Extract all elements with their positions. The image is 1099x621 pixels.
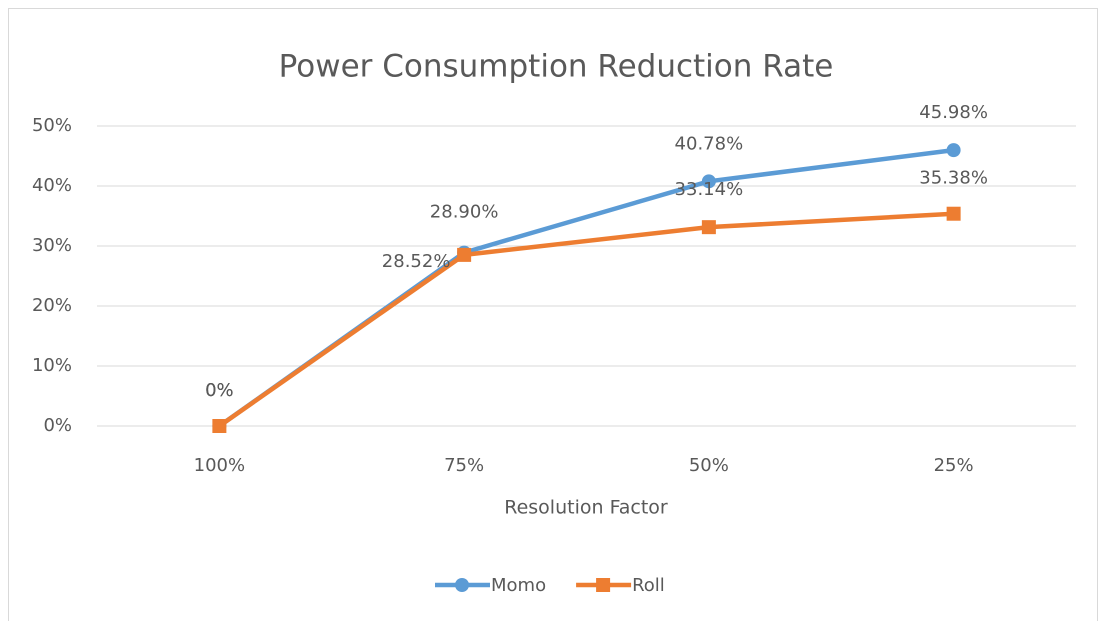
legend-marker bbox=[596, 578, 611, 592]
y-tick-label: 10% bbox=[32, 355, 72, 376]
x-tick-label: 25% bbox=[934, 455, 974, 476]
data-point bbox=[212, 419, 227, 433]
data-point bbox=[701, 220, 716, 235]
x-axis-title: Resolution Factor bbox=[504, 497, 668, 519]
legend-marker bbox=[455, 578, 469, 592]
y-tick-label: 30% bbox=[32, 235, 72, 256]
data-label: 33.14% bbox=[675, 179, 744, 200]
data-label: 28.52% bbox=[382, 251, 451, 272]
data-point bbox=[946, 143, 961, 158]
data-label: 0% bbox=[205, 380, 234, 401]
series-line bbox=[218, 211, 954, 428]
y-tick-label: 0% bbox=[43, 415, 72, 436]
data-label: 28.90% bbox=[430, 202, 499, 223]
data-point bbox=[457, 247, 472, 262]
x-tick-label: 50% bbox=[689, 455, 729, 476]
data-point bbox=[701, 174, 716, 189]
y-tick-label: 40% bbox=[32, 175, 72, 196]
legend-label: Momo bbox=[491, 575, 546, 596]
y-tick-label: 50% bbox=[32, 115, 72, 136]
x-tick-label: 75% bbox=[444, 455, 484, 476]
data-label: 40.78% bbox=[675, 133, 744, 154]
legend-label: Roll bbox=[632, 575, 665, 596]
data-label: 0% bbox=[205, 380, 234, 401]
y-tick-label: 20% bbox=[32, 295, 72, 316]
chart-frame bbox=[8, 8, 1098, 621]
data-label: 35.38% bbox=[919, 168, 988, 189]
data-point bbox=[946, 206, 961, 221]
x-tick-label: 100% bbox=[194, 455, 245, 476]
data-label: 45.98% bbox=[919, 102, 988, 123]
chart-title: Power Consumption Reduction Rate bbox=[279, 49, 834, 85]
